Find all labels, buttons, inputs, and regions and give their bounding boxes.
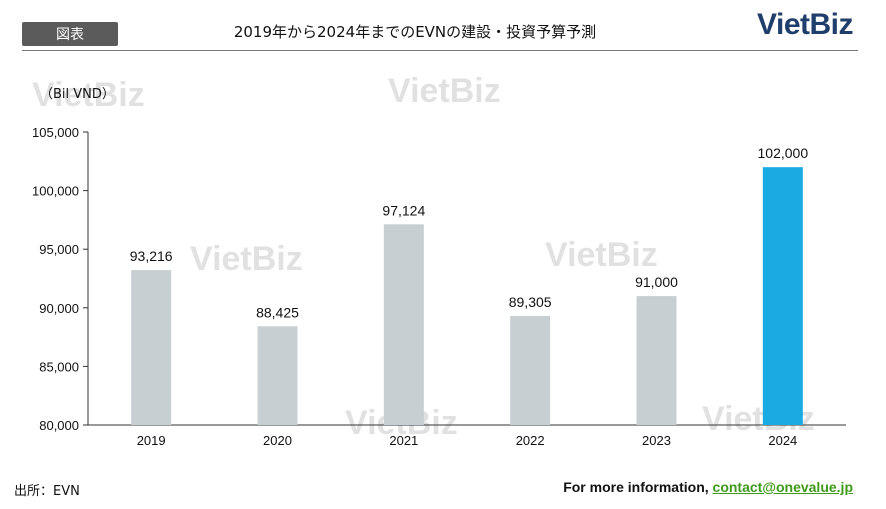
header-divider [22, 50, 858, 51]
x-tick-label: 2022 [516, 433, 545, 448]
data-label: 89,305 [509, 294, 552, 310]
bar [383, 224, 424, 425]
bar [257, 326, 298, 425]
contact-info: For more information, contact@onevalue.j… [563, 479, 853, 495]
figure-tag: 図表 [22, 22, 118, 46]
contact-link[interactable]: contact@onevalue.jp [712, 479, 853, 495]
chart-title: 2019年から2024年までのEVNの建設・投資予算予測 [233, 23, 597, 41]
y-tick-label: 100,000 [32, 184, 79, 199]
data-label: 88,425 [256, 304, 299, 320]
x-tick-label: 2021 [389, 433, 418, 448]
y-tick-label: 80,000 [39, 418, 79, 433]
x-tick-label: 2020 [263, 433, 292, 448]
data-label: 97,124 [382, 202, 425, 218]
y-tick-label: 90,000 [39, 301, 79, 316]
data-label: 102,000 [758, 145, 809, 161]
y-unit-label: （Bil VND） [40, 87, 115, 102]
y-tick-label: 85,000 [39, 359, 79, 374]
bar [762, 167, 803, 425]
vietbiz-logo: VietBiz [757, 8, 853, 41]
x-tick-label: 2023 [642, 433, 671, 448]
bar [510, 315, 551, 425]
x-tick-label: 2024 [768, 433, 797, 448]
info-prefix: For more information, [563, 479, 713, 495]
y-tick-label: 105,000 [32, 125, 79, 140]
bar [131, 270, 172, 425]
y-tick-label: 95,000 [39, 242, 79, 257]
data-label: 91,000 [635, 274, 678, 290]
data-label: 93,216 [130, 248, 173, 264]
x-tick-label: 2019 [137, 433, 166, 448]
bar [636, 296, 677, 425]
source-note: 出所：EVN [14, 484, 80, 499]
